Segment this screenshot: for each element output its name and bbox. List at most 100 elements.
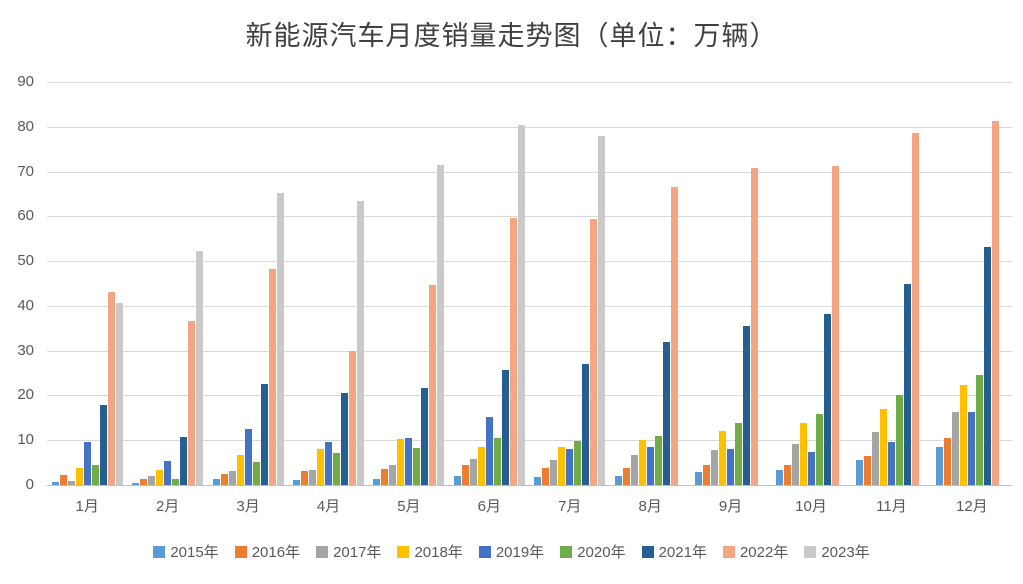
bar-2022年-8月: [670, 187, 678, 485]
bar-group-10月: [771, 82, 851, 485]
chart-title: 新能源汽车月度销量走势图（单位：万辆）: [245, 21, 778, 51]
bar-group-2月: [127, 82, 207, 485]
bar-group-3月: [208, 82, 288, 485]
bar-2018年-6月: [477, 447, 485, 485]
bar-2016年-4月: [300, 471, 308, 485]
bar-2019年-9月: [727, 449, 735, 485]
bar-2017年-5月: [389, 465, 397, 485]
bar-2015年-5月: [373, 479, 381, 485]
bar-2018年-9月: [719, 431, 727, 485]
x-label-10月: 10月: [795, 498, 827, 515]
legend-label: 2020年: [577, 544, 626, 561]
bar-2017年-4月: [308, 470, 316, 485]
bar-2022年-10月: [831, 166, 839, 485]
bar-2022年-12月: [992, 121, 1000, 485]
bar-2016年-11月: [863, 456, 871, 485]
bar-2019年-7月: [566, 449, 574, 485]
bar-2020年-8月: [654, 436, 662, 485]
legend-swatch-icon: [722, 545, 735, 558]
bar-group-1月: [47, 82, 127, 485]
legend-item-2018年: 2018年: [397, 541, 463, 562]
bar-2018年-12月: [960, 385, 968, 485]
bar-2020年-1月: [91, 465, 99, 485]
y-tick-50: 50: [17, 252, 34, 270]
bar-2019年-10月: [807, 452, 815, 485]
gridline-10: [47, 440, 1012, 442]
bar-2019年-3月: [244, 429, 252, 485]
x-label-7月: 7月: [558, 498, 582, 515]
bar-2016年-2月: [140, 479, 148, 485]
bar-2021年-9月: [743, 326, 751, 485]
legend-label: 2017年: [333, 544, 382, 561]
bar-2018年-1月: [75, 468, 83, 485]
gridline-60: [47, 216, 1012, 218]
x-label-12月: 12月: [956, 498, 988, 515]
gridline-30: [47, 350, 1012, 352]
bar-2020年-11月: [895, 395, 903, 485]
bar-2017年-8月: [630, 455, 638, 485]
bar-2018年-3月: [236, 455, 244, 485]
bar-2020年-7月: [574, 441, 582, 485]
bar-2015年-9月: [695, 472, 703, 485]
gridline-70: [47, 171, 1012, 173]
bar-2020年-5月: [413, 448, 421, 485]
legend-label: 2019年: [495, 544, 545, 561]
bar-2016年-5月: [381, 469, 389, 485]
bar-2019年-4月: [324, 442, 332, 485]
bar-2017年-1月: [67, 481, 75, 485]
bar-2018年-5月: [397, 439, 405, 485]
bar-2021年-1月: [99, 405, 107, 485]
bar-2021年-10月: [823, 314, 831, 485]
y-tick-10: 10: [17, 431, 34, 449]
bar-2021年-3月: [260, 384, 268, 485]
legend-swatch-icon: [560, 545, 573, 558]
legend-swatch-icon: [153, 545, 166, 558]
bar-2018年-2月: [156, 470, 164, 485]
bar-2015年-3月: [212, 479, 220, 485]
bar-group-6月: [449, 82, 529, 485]
x-label-1月: 1月: [75, 498, 99, 515]
x-label-2月: 2月: [155, 498, 180, 515]
y-tick-60: 60: [17, 207, 34, 225]
y-tick-80: 80: [17, 117, 34, 135]
legend-item-2016年: 2016年: [234, 541, 301, 562]
bar-2015年-2月: [132, 483, 140, 485]
bar-2016年-1月: [59, 475, 67, 485]
y-tick-20: 20: [17, 386, 34, 404]
y-tick-90: 90: [17, 73, 34, 90]
legend: 2015年 2016年 2017年 2018年 2019年 2020年 2021年 2022年…: [0, 541, 1023, 562]
bar-2018年-8月: [638, 440, 646, 485]
legend-swatch-icon: [804, 545, 817, 558]
legend-item-2022年: 2022年: [722, 541, 788, 562]
bar-2015年-4月: [292, 480, 300, 485]
bar-2022年-11月: [911, 133, 919, 485]
bar-2016年-9月: [703, 465, 711, 485]
bar-2016年-3月: [220, 474, 228, 485]
bar-group-4月: [288, 82, 368, 485]
bar-2023年-2月: [196, 251, 204, 485]
bar-2022年-2月: [188, 321, 196, 485]
bar-2017年-12月: [952, 412, 960, 485]
bar-2015年-11月: [855, 460, 863, 485]
bar-2019年-11月: [887, 442, 895, 485]
legend-label: 2016年: [251, 544, 301, 561]
bar-2019年-6月: [485, 417, 493, 485]
bar-group-12月: [932, 82, 1012, 485]
bar-2021年-4月: [340, 393, 348, 485]
bar-2016年-12月: [944, 438, 952, 485]
bar-2016年-10月: [783, 465, 791, 485]
bar-2023年-1月: [115, 303, 123, 485]
legend-item-2021年: 2021年: [641, 541, 707, 562]
x-label-5月: 5月: [397, 498, 421, 515]
bar-2017年-7月: [550, 460, 558, 485]
legend-item-2015年: 2015年: [153, 541, 219, 562]
legend-item-2020年: 2020年: [560, 541, 626, 562]
bar-2015年-1月: [51, 482, 59, 485]
legend-swatch-icon: [316, 545, 329, 558]
x-label-4月: 4月: [316, 498, 341, 515]
bar-2017年-2月: [148, 476, 156, 485]
bar-2022年-4月: [348, 351, 356, 485]
bar-2015年-12月: [936, 447, 944, 485]
legend-swatch-icon: [478, 545, 491, 558]
